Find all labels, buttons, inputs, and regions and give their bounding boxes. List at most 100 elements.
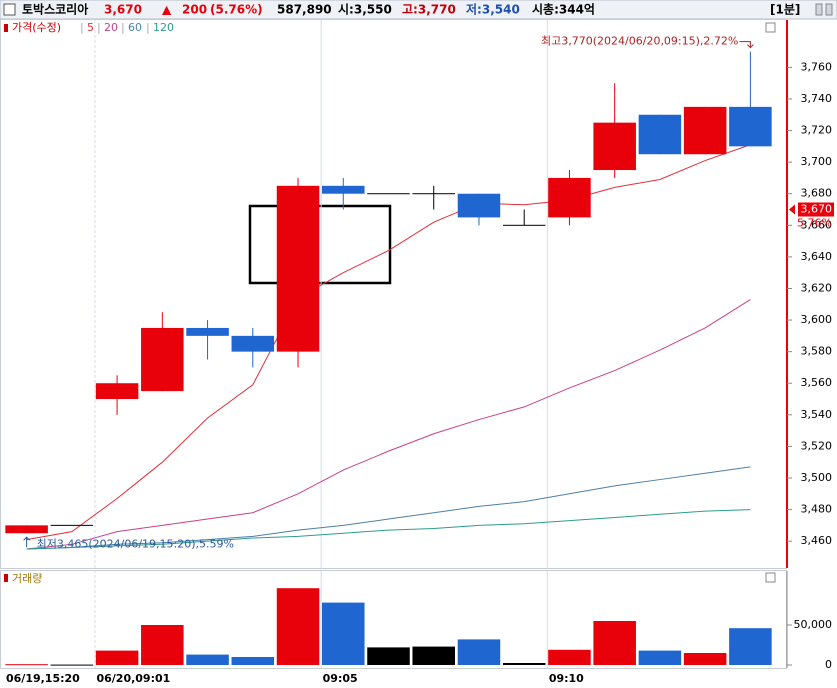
y-tick-label: 3,720 (801, 124, 833, 137)
candle-body (548, 177, 591, 218)
change: 200 (182, 3, 207, 17)
highlight-box (248, 204, 392, 285)
legend-sep: | (146, 21, 150, 34)
volume-bar (593, 621, 636, 665)
volume-bar (95, 650, 139, 665)
candle-body (412, 193, 455, 195)
volume-bar (50, 664, 94, 666)
legend-sep: | (121, 21, 125, 34)
price: 3,670 (104, 3, 142, 17)
current-box (798, 202, 834, 217)
volume-bar (186, 654, 229, 665)
icon[interactable] (825, 3, 833, 16)
moving-average (26, 299, 751, 550)
market-cap: 시총:344억 (532, 2, 595, 17)
y-tick-label: 3,500 (801, 471, 833, 484)
volume: 587,890 (277, 3, 332, 17)
candle-body (457, 193, 501, 218)
arrow: ▲ (162, 3, 172, 17)
icon[interactable] (815, 3, 823, 16)
candle-body (276, 185, 320, 352)
volume-bar (502, 663, 546, 665)
x-tick-label: 09:10 (549, 672, 584, 685)
change-pct: (5.76%) (210, 3, 263, 17)
high: 고:3,770 (402, 3, 456, 17)
x-tick-label: 09:05 (323, 672, 358, 685)
moving-average (26, 509, 751, 550)
candle-body (95, 383, 139, 400)
y-tick-label: 3,660 (801, 218, 833, 231)
high-annotation: 최고3,770(2024/06/20,09:15),2.72% (541, 35, 738, 48)
volume-bar (276, 588, 320, 665)
volume-bar (231, 657, 275, 665)
candle-body (186, 327, 229, 336)
candle-body (5, 525, 48, 534)
candle-body (231, 335, 275, 352)
y-tick-label: 3,640 (801, 250, 833, 263)
moving-average (26, 466, 751, 550)
y-tick-label: 3,600 (801, 313, 833, 326)
y-tick-label: 3,700 (801, 155, 833, 168)
low-annotation: 최저3,465(2024/06/19,15:20),5.59% (37, 537, 234, 550)
candle-body (593, 122, 636, 171)
y-tick-label: 0 (825, 658, 832, 671)
volume-bar (322, 602, 365, 665)
legend-sep: | (80, 21, 84, 34)
current-change: 5.76% (797, 217, 832, 230)
open: 시:3,550 (338, 3, 392, 17)
legend-entry: 120 (153, 21, 174, 34)
candle-body (367, 193, 410, 195)
volume-bar (457, 639, 501, 665)
legend-title: 가격(수정) (12, 21, 61, 34)
panel-title: 거래량 (12, 572, 42, 585)
legend-entry: 5 (87, 21, 94, 34)
volume-bar (548, 649, 591, 665)
candle-body (50, 524, 94, 526)
candle-body (683, 106, 727, 155)
y-tick-label: 50,000 (794, 618, 833, 631)
candle-body (638, 114, 682, 155)
low: 저:3,540 (466, 2, 520, 17)
panel-button[interactable] (765, 22, 776, 33)
legend-icon (4, 574, 8, 582)
moving-average (26, 144, 751, 541)
price-panel (0, 19, 787, 569)
candle-body (141, 327, 184, 392)
volume-bar (729, 628, 772, 665)
volume-bar (412, 646, 455, 665)
current-marker (789, 204, 795, 215)
candle-body (729, 106, 772, 147)
volume-bar (683, 653, 727, 665)
legend-entry: 60 (128, 21, 142, 34)
y-tick-label: 3,580 (801, 345, 833, 358)
y-tick-label: 3,460 (801, 534, 833, 547)
x-tick-label: 06/19,15:20 (6, 672, 80, 685)
y-tick-label: 3,620 (801, 281, 833, 294)
y-tick-label: 3,680 (801, 187, 833, 200)
annotation-arrow (739, 41, 754, 49)
legend-entry: 20 (104, 21, 118, 34)
panel-button[interactable] (765, 572, 776, 583)
y-tick-label: 3,480 (801, 503, 833, 516)
interval[interactable]: [1분] (770, 3, 800, 17)
y-tick-label: 3,760 (801, 60, 833, 73)
volume-bar (5, 664, 48, 666)
checkbox[interactable] (3, 3, 16, 16)
current-label: 3,670 (801, 203, 833, 216)
y-tick-label: 3,560 (801, 376, 833, 389)
y-tick-label: 3,520 (801, 439, 833, 452)
y-tick-label: 3,740 (801, 92, 833, 105)
y-tick-label: 3,540 (801, 408, 833, 421)
volume-bar (141, 625, 184, 665)
volume-bar (367, 647, 410, 665)
x-tick-label: 06/20,09:01 (96, 672, 170, 685)
candle-body (502, 224, 546, 226)
volume-bar (638, 650, 682, 665)
legend-icon (4, 24, 8, 32)
stock-name: 토박스코리아 (22, 2, 88, 17)
annotation-arrow (23, 536, 30, 548)
candle-body (322, 185, 365, 194)
legend-sep: | (97, 21, 101, 34)
